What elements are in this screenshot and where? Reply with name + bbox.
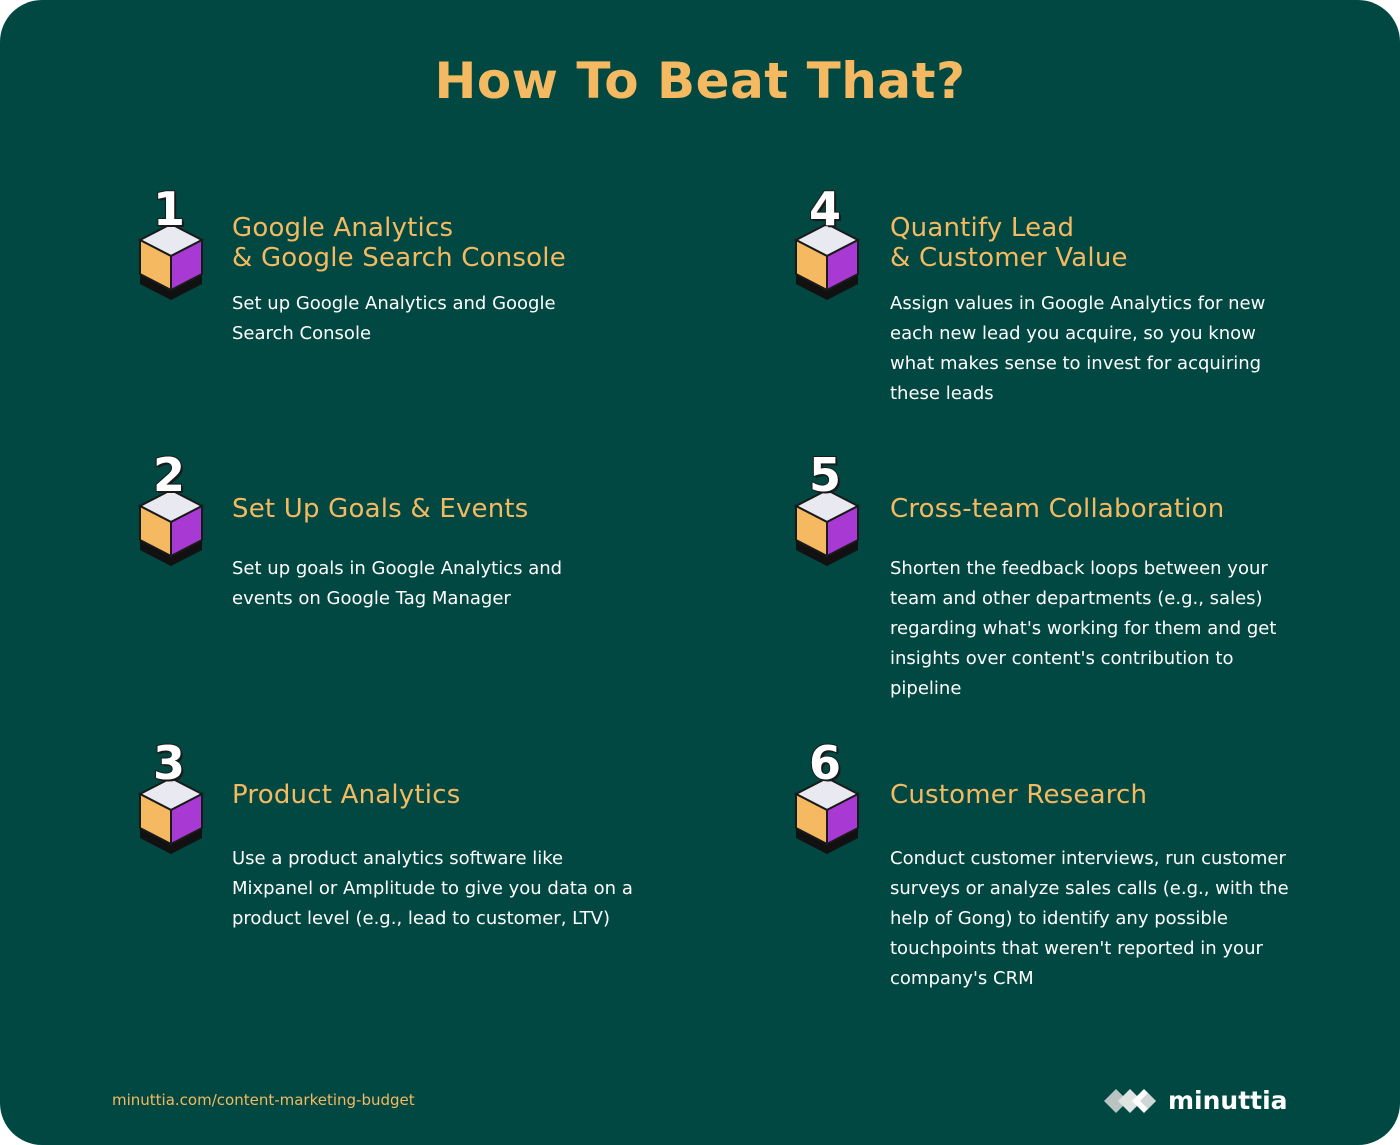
step-title: Google Analytics & Google Search Console	[232, 213, 566, 273]
footer-url: minuttia.com/content-marketing-budget	[112, 1091, 415, 1109]
minuttia-logo-icon	[1104, 1089, 1156, 1113]
cube-icon: 5	[793, 451, 870, 572]
step-number: 1	[152, 182, 186, 236]
page-title: How To Beat That?	[434, 52, 966, 110]
step-number: 2	[152, 448, 186, 502]
step-title: Cross-team Collaboration	[890, 494, 1225, 524]
cube-icon: 4	[793, 185, 870, 306]
step-description: Set up Google Analytics and Google Searc…	[232, 293, 556, 344]
step-description: Assign values in Google Analytics for ne…	[890, 293, 1266, 404]
step-description: Shorten the feedback loops between your …	[890, 558, 1277, 699]
step-title: Product Analytics	[232, 780, 461, 810]
step-number: 3	[152, 736, 186, 790]
step-title: Set Up Goals & Events	[232, 494, 529, 524]
step-description: Set up goals in Google Analytics and eve…	[232, 558, 563, 609]
cube-icon: 6	[793, 739, 870, 860]
cube-graphic	[793, 488, 861, 566]
brand-name: minuttia	[1168, 1086, 1288, 1115]
step-description: Conduct customer interviews, run custome…	[890, 848, 1289, 989]
step-number: 4	[808, 182, 842, 236]
step-title: Quantify Lead & Customer Value	[890, 213, 1128, 273]
cube-icon: 2	[137, 451, 214, 572]
cube-icon: 1	[137, 185, 214, 306]
cube-graphic	[137, 488, 205, 566]
cube-graphic	[137, 776, 205, 854]
step-description: Use a product analytics software like Mi…	[232, 848, 633, 929]
cube-graphic	[793, 776, 861, 854]
cube-graphic	[137, 222, 205, 300]
cube-graphic	[793, 222, 861, 300]
step-number: 5	[808, 448, 842, 502]
cube-icon: 3	[137, 739, 214, 860]
step-number: 6	[808, 736, 842, 790]
step-title: Customer Research	[890, 780, 1148, 810]
